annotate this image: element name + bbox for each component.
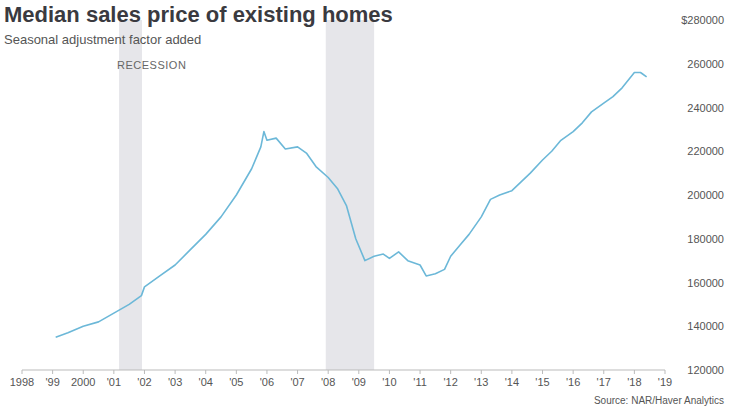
x-tick — [450, 370, 451, 374]
x-tick-label: '01 — [107, 376, 121, 388]
y-tick-label: 120000 — [687, 364, 724, 376]
x-tick — [511, 370, 512, 374]
x-tick — [328, 370, 329, 374]
x-tick-label: '14 — [505, 376, 519, 388]
x-tick — [144, 370, 145, 374]
x-tick — [634, 370, 635, 374]
x-tick — [113, 370, 114, 374]
x-tick-label: '12 — [443, 376, 457, 388]
source: Source: NAR/Haver Analytics — [594, 395, 724, 406]
x-tick — [573, 370, 574, 374]
x-tick — [297, 370, 298, 374]
recession-band — [326, 20, 374, 370]
y-tick-label: $280000 — [681, 14, 724, 26]
x-tick-label: '17 — [597, 376, 611, 388]
annotation: RECESSION — [117, 59, 186, 71]
x-tick — [358, 370, 359, 374]
x-tick-label: 1998 — [10, 376, 34, 388]
y-tick-label: 240000 — [687, 102, 724, 114]
x-tick — [236, 370, 237, 374]
x-tick-label: '16 — [566, 376, 580, 388]
series — [56, 73, 647, 338]
x-tick-label: '04 — [199, 376, 213, 388]
x-tick-label: '18 — [627, 376, 641, 388]
y-tick-label: 260000 — [687, 58, 724, 70]
x-tick-label: '06 — [260, 376, 274, 388]
x-tick-label: '10 — [382, 376, 396, 388]
x-tick-label: '11 — [413, 376, 427, 388]
x-tick-label: '09 — [352, 376, 366, 388]
x-tick-label: '08 — [321, 376, 335, 388]
y-tick-label: 180000 — [687, 233, 724, 245]
x-tick — [389, 370, 390, 374]
x-tick — [205, 370, 206, 374]
chart: RECESSION Median sales price of existing … — [0, 0, 729, 410]
x-tick — [175, 370, 176, 374]
y-tick-label: 200000 — [687, 189, 724, 201]
recessions — [119, 20, 374, 370]
x-tick-label: '02 — [137, 376, 151, 388]
x-tick — [83, 370, 84, 374]
x-tick — [481, 370, 482, 374]
y-tick-label: 160000 — [687, 277, 724, 289]
x-tick — [542, 370, 543, 374]
title: Median sales price of existing homes — [4, 2, 393, 27]
x-tick — [22, 370, 23, 374]
x-tick-label: '19 — [658, 376, 672, 388]
x-tick — [665, 370, 666, 374]
x-tick-label: '05 — [229, 376, 243, 388]
x-tick — [420, 370, 421, 374]
x-axis — [22, 370, 665, 371]
price-line — [56, 73, 647, 338]
x-tick-label: 2000 — [71, 376, 95, 388]
y-tick-label: 140000 — [687, 320, 724, 332]
x-tick-label: '15 — [535, 376, 549, 388]
x-tick-label: '13 — [474, 376, 488, 388]
x-tick — [52, 370, 53, 374]
x-tick-label: '07 — [290, 376, 304, 388]
recession-band — [119, 20, 142, 370]
x-tick — [266, 370, 267, 374]
x-tick-label: '03 — [168, 376, 182, 388]
x-tick-label: '99 — [45, 376, 59, 388]
x-tick — [603, 370, 604, 374]
subtitle: Seasonal adjustment factor added — [4, 32, 201, 47]
y-tick-label: 220000 — [687, 145, 724, 157]
